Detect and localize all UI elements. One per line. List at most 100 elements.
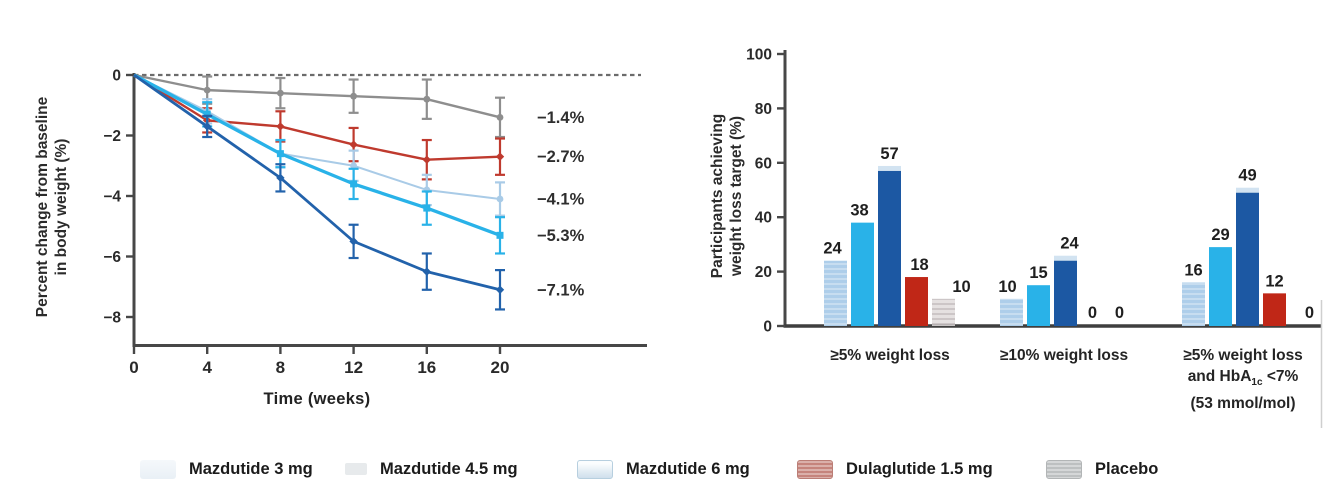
legend-item-mazdutide-6-mg: Mazdutide 6 mg [577,458,750,480]
bar-group-2: 10 15 24 0 0 [998,235,1124,326]
legend-label: Placebo [1095,459,1159,478]
bar-chart-y-axis-title: Participants achieving weight loss targe… [708,114,746,279]
legend-item-mazdutide-3-mg: Mazdutide 3 mg [140,458,313,480]
data-point-marker [495,152,505,161]
series-line [133,73,501,119]
legend-label: Mazdutide 3 mg [189,459,313,478]
series-end-value-label: −5.3% [537,227,585,245]
y-tick-label: 40 [755,210,772,227]
series-end-value-label: −4.1% [537,191,585,209]
data-point-marker [203,86,211,94]
series-end-value-label: −7.1% [537,281,585,299]
bar-top-cap [878,165,901,171]
bar-value-label: 38 [850,202,868,220]
data-point-marker [349,140,358,149]
line-chart-y-axis-title: Percent change from baseline in body wei… [33,97,71,318]
line-series-mazdutide-6-mg [133,73,505,311]
data-point-marker [495,285,505,294]
y-tick-label: −2 [103,128,121,145]
data-point-marker [349,237,358,246]
y-tick-label: −6 [103,249,121,266]
bar-value-label: 16 [1184,261,1202,279]
legend-swatch-icon [797,459,833,479]
bar-value-label: 49 [1238,167,1256,185]
bar-top-cap [1236,187,1259,193]
bar-group-3: 16 29 49 12 0 [1182,167,1314,326]
bar-value-label: 57 [880,145,898,163]
y-tick-label: 100 [746,47,772,64]
x-tick-label: 16 [417,358,436,377]
bar-mazdutide-3-mg [824,260,847,326]
data-point-marker [422,155,431,164]
bar-placebo [932,298,955,326]
y-tick-label: 60 [755,155,772,172]
line-series-placebo [133,73,505,139]
legend-label: Dulaglutide 1.5 mg [846,459,993,478]
category-label-3: ≥5% weight loss and HbA1c <7% (53 mmol/mol… [1183,347,1303,413]
line-series-mazdutide-4-5-mg [133,73,505,255]
data-point-marker [350,180,358,188]
series-line [133,73,501,237]
series-line [133,73,501,161]
legend-label: Mazdutide 4.5 mg [380,459,518,478]
data-point-marker [276,150,284,158]
legend-item-dulaglutide-1-5-mg: Dulaglutide 1.5 mg [797,458,993,480]
category-label-1: ≥5% weight loss [830,347,950,364]
bar-group-1: 24 38 57 18 10 [823,145,971,326]
bar-mazdutide-3-mg [1182,282,1205,326]
x-tick-label: 4 [202,358,212,377]
series-end-value-label: −1.4% [537,109,585,127]
bar-value-label: 0 [1305,304,1314,322]
y-tick-label: 0 [112,68,121,85]
bar-value-label: 29 [1211,226,1229,244]
data-point-marker [203,122,212,131]
legend-item-mazdutide-4-5-mg: Mazdutide 4.5 mg [345,458,518,480]
data-point-marker [422,267,431,276]
line-series-dulaglutide-1-5-mg [133,73,505,181]
bar-mazdutide-3-mg [1000,298,1023,326]
line-series-mazdutide-3-mg [133,74,505,217]
bar-value-label: 10 [998,278,1016,296]
data-point-marker [350,92,357,100]
bar-mazdutide-6-mg [1236,192,1259,326]
data-point-marker [276,173,285,183]
y-tick-label: −8 [103,310,121,327]
x-tick-label: 0 [129,358,138,377]
data-point-marker [496,231,504,239]
bar-value-label: 12 [1265,272,1283,290]
x-tick-label: 20 [491,358,510,377]
bar-dulaglutide-1-5-mg [905,277,928,326]
data-point-marker [496,195,504,203]
y-axis-title-line2: in body weight (%) [53,138,70,276]
bar-dulaglutide-1-5-mg [1263,293,1286,326]
line-chart-x-axis-title: Time (weeks) [263,390,371,408]
data-point-marker [423,95,431,103]
legend-item-placebo: Placebo [1046,458,1158,480]
y-tick-label: 80 [755,101,772,118]
legend-label: Mazdutide 6 mg [626,459,750,478]
bar-top-cap [1054,255,1077,261]
data-point-marker [350,162,357,170]
bar-value-label: 10 [952,278,970,296]
data-point-marker [496,113,504,121]
data-point-marker [276,122,285,131]
bar-mazdutide-4-5-mg [1027,285,1050,326]
y-tick-label: 20 [755,264,772,281]
x-tick-label: 12 [344,358,363,377]
series-end-value-label: −2.7% [537,148,585,166]
legend-swatch-icon [345,463,367,475]
bar-mazdutide-6-mg [878,170,901,326]
series-line [133,74,501,201]
bar-value-label: 0 [1115,304,1124,322]
bar-value-label: 18 [910,256,928,274]
y-tick-label: 0 [763,319,772,336]
bar-value-label: 24 [823,240,842,258]
legend-swatch-icon [577,459,613,479]
data-point-marker [203,110,211,118]
bar-value-label: 24 [1060,235,1079,253]
x-tick-label: 8 [276,358,285,377]
data-point-marker [277,89,284,97]
